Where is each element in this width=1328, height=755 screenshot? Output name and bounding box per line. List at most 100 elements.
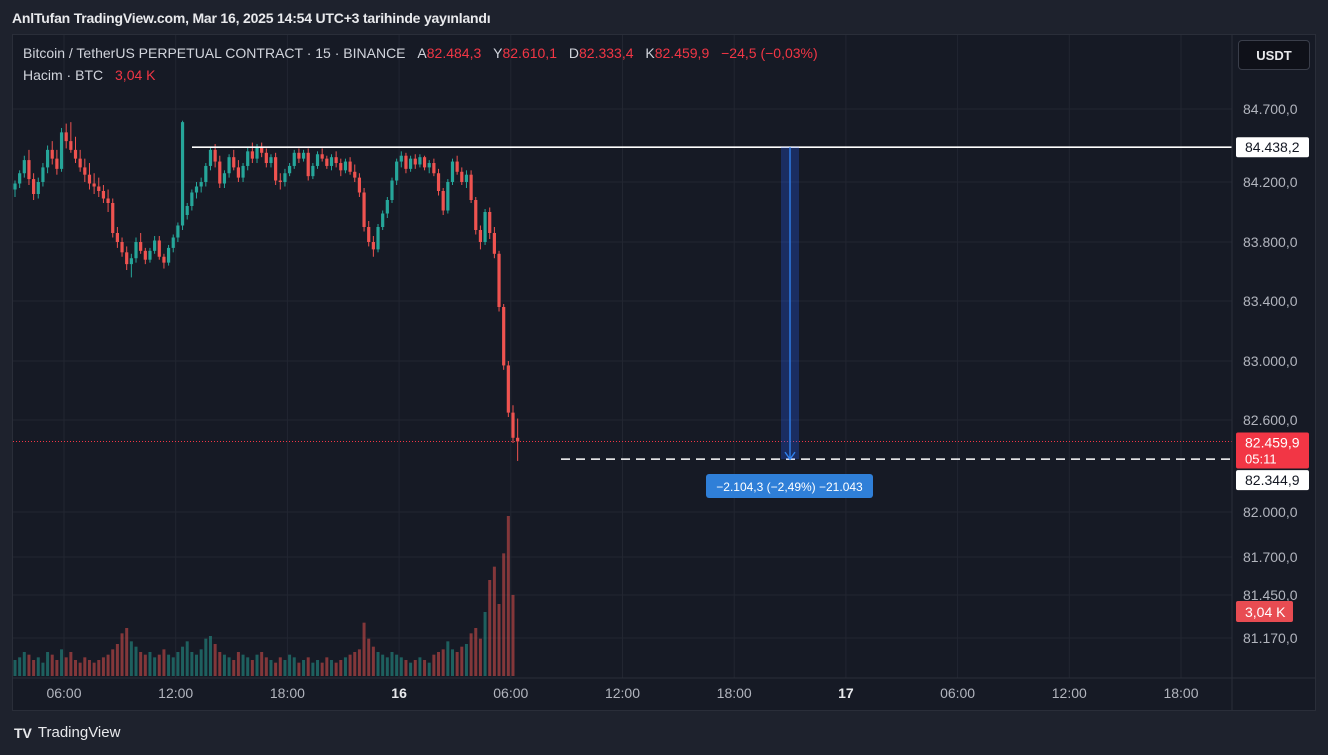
volume-bar [232,660,236,676]
candle-body [395,161,399,181]
currency-button[interactable]: USDT [1238,40,1310,70]
volume-tag [1236,601,1293,622]
candle-body [376,227,380,250]
volume-bar [334,662,338,676]
volume-bar [125,628,129,676]
candle-body [460,171,464,182]
volume-bar [120,633,124,676]
volume-legend[interactable]: Hacim · BTC 3,04 K [23,67,156,83]
volume-bar [218,652,222,676]
time-tick-label: 06:00 [940,685,975,701]
candle-body [325,158,329,166]
candle-body [488,212,492,233]
volume-bar [41,662,45,676]
volume-bar [390,652,394,676]
candle-body [153,240,157,251]
volume-bar [367,638,371,676]
time-tick-label: 12:00 [158,685,193,701]
candle-body [362,192,366,227]
volume-bar [176,652,180,676]
candle-body [441,191,445,211]
volume-bar [269,660,273,676]
volume-bar [92,662,96,676]
candle-body [13,183,17,190]
volume-bar [50,654,54,676]
measure-label: −2.104,3 (−2,49%) −21.043 [716,480,863,494]
volume-bar [255,654,259,676]
resistance-price-tag [1236,137,1309,158]
candle-body [315,154,320,166]
volume-bar [18,657,22,676]
candle-body [45,149,50,168]
volume-bar [371,646,375,676]
volume-bar [139,652,143,676]
candle-body [18,173,22,184]
volume-bar [260,652,264,676]
candle-body [101,191,106,199]
candle-body [464,174,469,182]
candle-body [381,213,385,227]
candle-body [306,152,310,177]
volume-bar [13,660,17,676]
price-tick-label: 82.000,0 [1243,504,1298,520]
candle-body [492,233,496,254]
candle-body [450,161,455,182]
tradingview-logo-icon: TV [14,724,32,741]
volume-bar [22,652,26,676]
low-label: D [568,45,579,61]
volume-bar [250,660,254,676]
candle-body [190,192,194,206]
volume-bar [241,654,245,676]
candle-body [83,167,87,175]
high-value: 82.610,1 [502,45,557,61]
volume-bar [497,604,501,676]
volume-bar [83,657,87,676]
volume-bar [222,654,226,676]
candle-body [478,230,483,242]
candle-body [32,179,36,194]
symbol-legend[interactable]: Bitcoin / TetherUS PERPETUAL CONTRACT · … [23,45,818,61]
resistance-price-label: 84.438,2 [1245,139,1300,155]
candle-body [357,177,362,193]
volume-bar [157,654,161,676]
volume-bar [111,649,115,676]
close-label: K [645,45,655,61]
volume-bar [153,657,157,676]
volume-bar [488,580,492,676]
time-tick-label: 18:00 [270,685,305,701]
volume-bar [227,657,231,676]
price-tick-label: 82.600,0 [1243,412,1298,428]
candle-body [129,258,133,265]
high-label: Y [493,45,503,61]
volume-bar [302,660,306,676]
candle-body [455,161,459,172]
volume-bar [432,654,436,676]
candle-body [497,253,501,307]
symbol-name[interactable]: Bitcoin / TetherUS PERPETUAL CONTRACT · … [23,45,406,61]
volume-bar [190,652,194,676]
candle-body [232,157,236,168]
time-tick-label: 06:00 [493,685,528,701]
candle-body [250,151,254,159]
volume-bar [348,654,352,676]
volume-bar [162,649,166,676]
volume-bar [129,641,133,676]
candle-body [446,182,450,211]
volume-bar [204,638,208,676]
volume-bar [404,660,408,676]
volume-bar [511,594,515,676]
volume-bar [450,649,454,676]
candle-body [213,149,217,162]
volume-bar [167,654,171,676]
open-label: A [417,45,427,61]
candle-body [64,132,68,142]
candle-body [120,242,124,253]
footer-brand[interactable]: TV TradingView [14,724,120,741]
measure-arrow-head-icon [784,451,796,461]
volume-bar [101,657,105,676]
candle-body [436,173,441,191]
candle-body [148,250,152,260]
time-tick-label: 12:00 [605,685,640,701]
volume-bar [376,652,380,676]
